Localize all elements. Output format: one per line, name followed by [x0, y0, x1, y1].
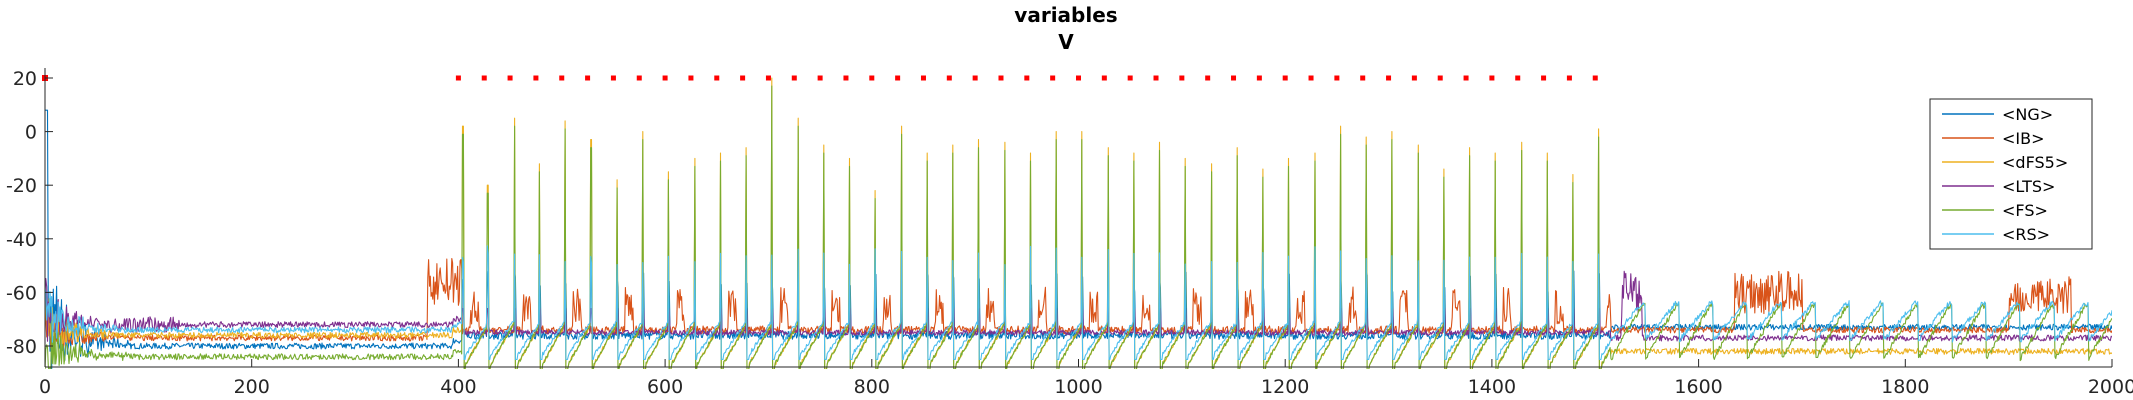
- stimulus-marker: [1489, 75, 1495, 81]
- stimulus-marker: [972, 75, 978, 81]
- stimulus-marker: [1050, 75, 1056, 81]
- stimulus-marker: [559, 75, 565, 81]
- x-tick-label: 600: [647, 376, 683, 398]
- stimulus-marker: [1127, 75, 1133, 81]
- series-line-ng: [45, 109, 2112, 369]
- legend-label: <IB>: [2002, 129, 2045, 148]
- x-tick-label: 1400: [1468, 376, 1516, 398]
- legend-label: <FS>: [2002, 201, 2048, 220]
- stimulus-marker: [1437, 75, 1443, 81]
- stimulus-marker: [1231, 75, 1237, 81]
- x-tick-label: 800: [854, 376, 890, 398]
- chart-title: variables: [1014, 3, 1117, 27]
- x-tick-label: 2000: [2088, 376, 2133, 398]
- x-tick-label: 1800: [1881, 376, 1929, 398]
- stimulus-marker: [1076, 75, 1081, 81]
- stimulus-marker: [1592, 75, 1598, 81]
- stimulus-marker: [946, 75, 952, 81]
- legend-box: [1929, 98, 2093, 250]
- x-tick-label: 0: [39, 376, 51, 398]
- stimulus-marker: [1179, 75, 1185, 81]
- stimulus-marker: [740, 75, 746, 81]
- series-traces: [45, 77, 2112, 369]
- y-tick-label: -40: [6, 229, 37, 251]
- x-tick-label: 1200: [1261, 376, 1309, 398]
- stimulus-marker: [1256, 75, 1262, 81]
- y-tick-label: -60: [6, 282, 37, 304]
- chart-subtitle: V: [1058, 30, 1074, 54]
- x-tick-label: 1600: [1674, 376, 1722, 398]
- stimulus-marker: [481, 75, 487, 81]
- y-tick-label: 0: [25, 122, 37, 144]
- stimulus-marker: [1386, 75, 1392, 81]
- stimulus-marker: [1101, 75, 1107, 81]
- x-tick-label: 200: [234, 376, 270, 398]
- stimulus-marker: [688, 75, 694, 81]
- stimulus-marker: [714, 75, 720, 81]
- stimulus-marker: [1308, 75, 1314, 81]
- stimulus-marker: [585, 75, 591, 81]
- stimulus-marker: [1541, 75, 1547, 81]
- stimulus-marker: [1282, 75, 1288, 81]
- x-tick-label: 1000: [1054, 376, 1102, 398]
- stimulus-marker: [662, 75, 668, 81]
- stimulus-marker: [1515, 75, 1521, 81]
- stimulus-marker: [843, 75, 849, 81]
- stimulus-marker: [1411, 75, 1417, 81]
- stimulus-marker: [998, 75, 1004, 81]
- y-tick-label: -80: [6, 336, 37, 358]
- stimulus-marker: [507, 75, 513, 81]
- y-tick-label: 20: [13, 68, 37, 90]
- stimulus-marker: [455, 75, 461, 81]
- series-line-rs: [45, 245, 2112, 360]
- legend-label: <dFS5>: [2002, 153, 2068, 172]
- stimulus-marker: [1153, 75, 1159, 81]
- stimulus-marker: [869, 75, 875, 81]
- stimulus-marker: [533, 75, 539, 81]
- stimulus-marker: [895, 75, 901, 81]
- y-ticks: -80 -60 -40 -20 0 20: [6, 68, 53, 358]
- legend-label: <NG>: [2002, 105, 2053, 124]
- stimulus-marker: [1360, 75, 1366, 81]
- legend: <NG> <IB> <dFS5> <LTS> <FS> <RS>: [1929, 98, 2093, 250]
- stimulus-marker: [765, 75, 771, 81]
- legend-label: <RS>: [2002, 225, 2050, 244]
- stimulus-marker: [1334, 75, 1340, 81]
- x-tick-label: 400: [440, 376, 476, 398]
- stimulus-marker: [791, 75, 797, 81]
- stimulus-marker: [817, 75, 823, 81]
- series-line-fs: [45, 85, 2112, 369]
- y-tick-label: -20: [6, 175, 37, 197]
- stimulus-marker: [610, 75, 616, 81]
- stimulus-marker: [636, 75, 642, 81]
- stimulus-marker: [920, 75, 926, 81]
- stimulus-marker: [1566, 75, 1572, 81]
- legend-label: <LTS>: [2002, 177, 2055, 196]
- stimulus-marker: [1024, 75, 1030, 81]
- stimulus-marker: [1463, 75, 1469, 81]
- stimulus-markers: [42, 75, 1598, 81]
- stimulus-marker: [1205, 75, 1211, 81]
- series-line-dfs5: [45, 77, 2112, 369]
- axes: [44, 68, 2112, 368]
- x-ticks: 0 200 400 600 800 1000 1200 1400 1600 1800 2000: [39, 359, 2133, 398]
